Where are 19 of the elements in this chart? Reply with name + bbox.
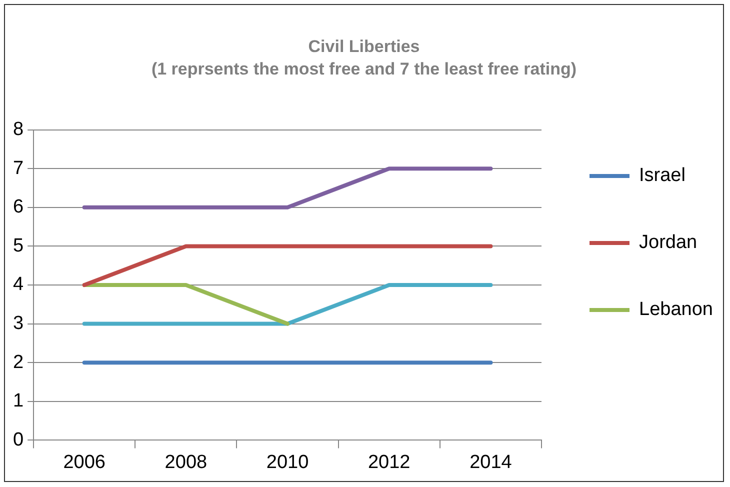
y-tick-label: 5 (12, 235, 24, 256)
y-tick-label: 7 (12, 158, 24, 179)
x-tick-label: 2006 (63, 452, 106, 473)
y-tick-label: 4 (12, 274, 24, 296)
legend-label: Jordan (639, 232, 698, 254)
legend-label: Israel (639, 165, 686, 186)
y-tick-label: 0 (12, 429, 24, 450)
y-tick-label: 8 (12, 119, 24, 140)
y-tick-label: 6 (12, 196, 24, 218)
chart-subtitle: (1 reprsents the most free and 7 the least free rating) (151, 59, 577, 78)
y-tick-label: 1 (12, 390, 24, 412)
x-tick-label: 2008 (164, 452, 208, 473)
x-tick-label: 2010 (266, 452, 309, 473)
x-tick-label: 2014 (470, 452, 512, 473)
x-tick-label: 2012 (368, 452, 410, 473)
legend-label: Lebanon (639, 299, 713, 320)
chart-title: Civil Liberties (308, 36, 420, 56)
y-tick-label: 2 (12, 352, 24, 373)
y-tick-label: 3 (12, 313, 24, 334)
